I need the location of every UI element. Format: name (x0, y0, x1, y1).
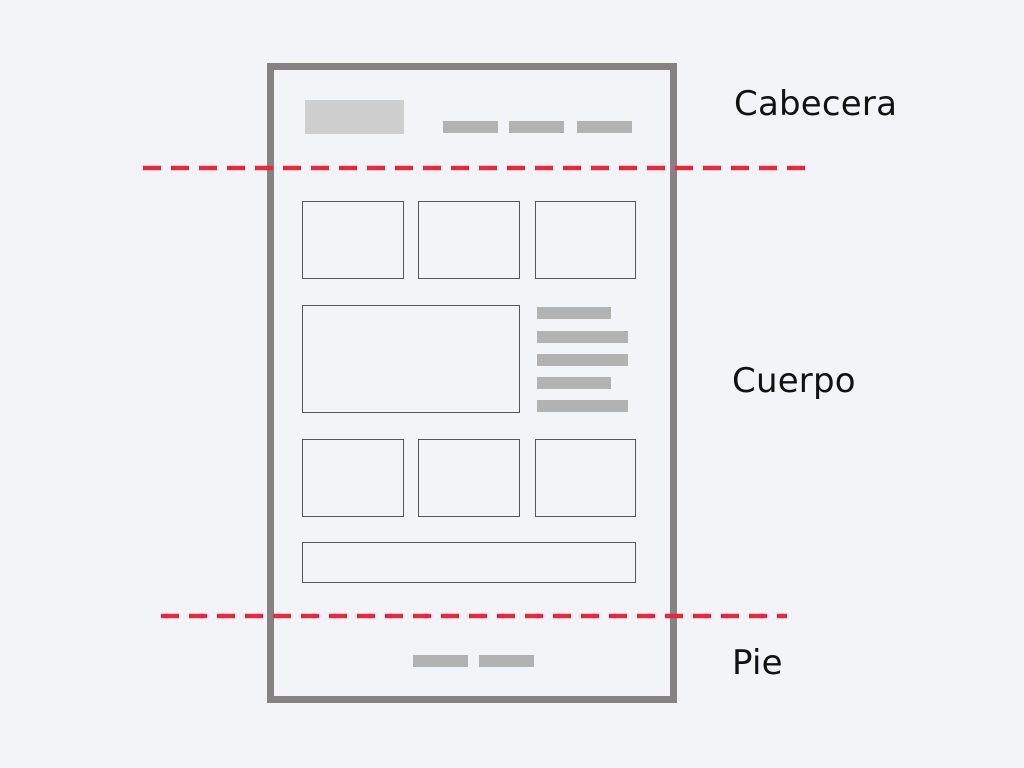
header-section-label: Cabecera (734, 84, 898, 124)
text-line-placeholder (537, 331, 628, 343)
feature-image-box (302, 305, 520, 413)
content-box (418, 439, 520, 517)
logo-placeholder (305, 100, 404, 134)
wide-banner-box (302, 542, 636, 583)
content-box (535, 201, 636, 279)
nav-item-placeholder (577, 121, 632, 133)
nav-item-placeholder (443, 121, 498, 133)
text-line-placeholder (537, 377, 611, 389)
content-box (418, 201, 520, 279)
content-box (535, 439, 636, 517)
text-line-placeholder (537, 354, 628, 366)
text-line-placeholder (537, 400, 628, 412)
content-box (302, 439, 404, 517)
nav-item-placeholder (509, 121, 564, 133)
footer-link-placeholder (413, 655, 468, 667)
text-line-placeholder (537, 307, 611, 319)
footer-section-label: Pie (732, 643, 783, 683)
content-box (302, 201, 404, 279)
body-section-label: Cuerpo (732, 361, 856, 401)
footer-link-placeholder (479, 655, 534, 667)
